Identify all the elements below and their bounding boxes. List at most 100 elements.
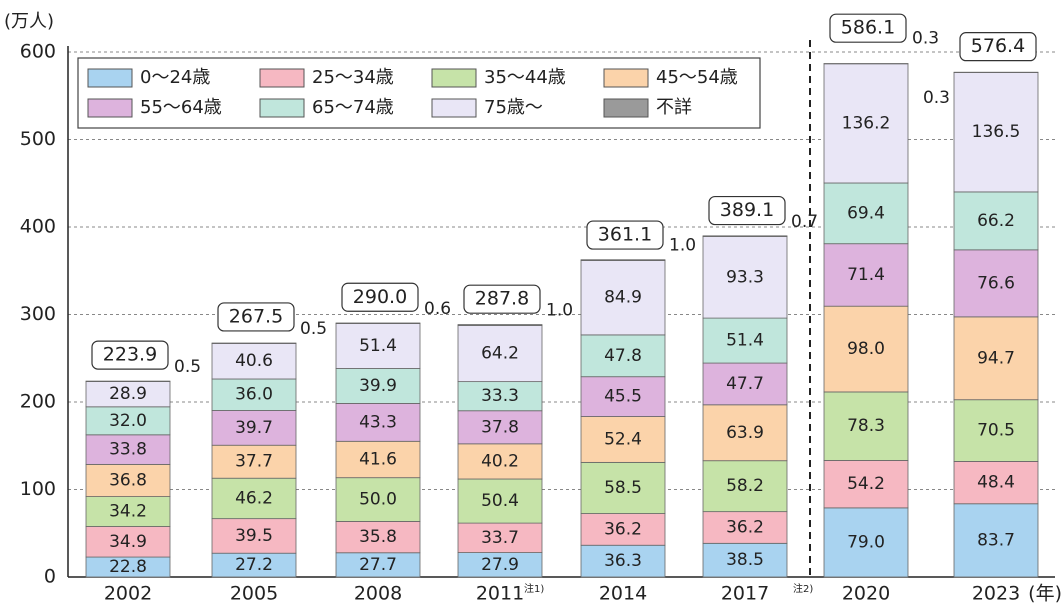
total-label: 361.1 xyxy=(598,224,652,246)
value-label: 43.3 xyxy=(359,412,397,432)
legend-swatch xyxy=(432,99,476,117)
value-label: 27.2 xyxy=(235,555,273,575)
category-note: 注2) xyxy=(793,582,813,595)
legend-swatch xyxy=(604,99,648,117)
y-tick-label: 0 xyxy=(44,566,56,588)
value-label: 98.0 xyxy=(847,339,885,359)
value-label: 48.4 xyxy=(977,473,1015,493)
value-label: 54.2 xyxy=(847,474,885,494)
value-label: 136.2 xyxy=(842,113,891,133)
value-label: 36.3 xyxy=(604,551,642,571)
x-axis-label: (年) xyxy=(1028,583,1062,605)
value-label: 35.8 xyxy=(359,527,397,547)
value-label: 69.4 xyxy=(847,203,885,223)
value-label: 79.0 xyxy=(847,532,885,552)
bar-segment xyxy=(581,260,665,261)
legend-swatch xyxy=(604,69,648,87)
total-label: 287.8 xyxy=(475,288,529,310)
value-label: 33.8 xyxy=(109,440,147,460)
value-label: 36.2 xyxy=(604,519,642,539)
value-label: 33.7 xyxy=(481,528,519,548)
bar-segment xyxy=(336,323,420,324)
total-label: 586.1 xyxy=(841,17,895,39)
legend-label: 65～74歳 xyxy=(312,97,394,118)
value-label: 37.7 xyxy=(235,452,273,472)
x-tick-label: 2023 xyxy=(972,583,1020,605)
legend-label: 0～24歳 xyxy=(140,67,210,88)
unknown-label: 0.5 xyxy=(174,357,201,377)
value-label: 22.8 xyxy=(109,557,147,577)
legend-swatch xyxy=(260,69,304,87)
x-tick-label: 2005 xyxy=(230,583,278,605)
x-tick-label: 2011 xyxy=(476,583,524,605)
value-label: 63.9 xyxy=(726,423,764,443)
total-label: 267.5 xyxy=(229,305,283,327)
value-label: 70.5 xyxy=(977,421,1015,441)
value-label: 34.9 xyxy=(109,532,147,552)
value-label: 58.2 xyxy=(726,476,764,496)
value-label: 33.3 xyxy=(481,386,519,406)
value-label: 94.7 xyxy=(977,348,1015,368)
y-tick-label: 200 xyxy=(20,391,56,413)
value-label: 58.5 xyxy=(604,478,642,498)
legend-label: 不詳 xyxy=(656,97,692,118)
total-label: 576.4 xyxy=(971,35,1025,57)
value-label: 51.4 xyxy=(359,336,397,356)
value-label: 37.8 xyxy=(481,417,519,437)
value-label: 47.8 xyxy=(604,346,642,366)
x-tick-label: 2008 xyxy=(354,583,402,605)
unknown-label: 1.0 xyxy=(546,301,573,321)
value-label: 36.2 xyxy=(726,517,764,537)
value-label: 41.6 xyxy=(359,449,397,469)
x-tick-label: 2002 xyxy=(104,583,152,605)
legend-label: 45～54歳 xyxy=(656,67,738,88)
value-label: 28.9 xyxy=(109,384,147,404)
legend-swatch xyxy=(88,99,132,117)
unknown-label: 0.3 xyxy=(923,88,950,108)
value-label: 45.5 xyxy=(604,387,642,407)
value-label: 46.2 xyxy=(235,488,273,508)
unknown-label: 0.7 xyxy=(791,212,818,232)
total-label: 290.0 xyxy=(353,286,407,308)
value-label: 76.6 xyxy=(977,273,1015,293)
unknown-label: 0.3 xyxy=(912,29,939,49)
value-label: 47.7 xyxy=(726,374,764,394)
value-label: 36.0 xyxy=(235,385,273,405)
unknown-label: 0.5 xyxy=(300,319,327,339)
legend-label: 55～64歳 xyxy=(140,97,222,118)
value-label: 36.8 xyxy=(109,470,147,490)
value-label: 34.2 xyxy=(109,502,147,522)
y-tick-label: 100 xyxy=(20,478,56,500)
value-label: 83.7 xyxy=(977,530,1015,550)
x-tick-label: 2020 xyxy=(842,583,890,605)
value-label: 64.2 xyxy=(481,344,519,364)
y-tick-label: 500 xyxy=(20,128,56,150)
value-label: 93.3 xyxy=(726,267,764,287)
value-label: 51.4 xyxy=(726,331,764,351)
bar-segment xyxy=(703,236,787,237)
value-label: 71.4 xyxy=(847,265,885,285)
value-label: 136.5 xyxy=(972,122,1021,142)
value-label: 78.3 xyxy=(847,416,885,436)
value-label: 38.5 xyxy=(726,550,764,570)
legend-label: 35～44歳 xyxy=(484,67,566,88)
legend-swatch xyxy=(260,99,304,117)
value-label: 52.4 xyxy=(604,429,642,449)
y-tick-label: 400 xyxy=(20,216,56,238)
category-note: 注1) xyxy=(524,582,544,595)
bar-segment xyxy=(458,325,542,326)
value-label: 84.9 xyxy=(604,288,642,308)
value-label: 50.4 xyxy=(481,491,519,511)
value-label: 32.0 xyxy=(109,411,147,431)
value-label: 27.7 xyxy=(359,555,397,575)
y-axis-label: (万人) xyxy=(4,11,54,32)
legend-label: 25～34歳 xyxy=(312,67,394,88)
total-label: 389.1 xyxy=(720,199,774,221)
legend-swatch xyxy=(88,69,132,87)
value-label: 39.9 xyxy=(359,376,397,396)
total-label: 223.9 xyxy=(103,344,157,366)
unknown-label: 0.6 xyxy=(424,299,451,319)
value-label: 39.7 xyxy=(235,418,273,438)
value-label: 27.9 xyxy=(481,555,519,575)
